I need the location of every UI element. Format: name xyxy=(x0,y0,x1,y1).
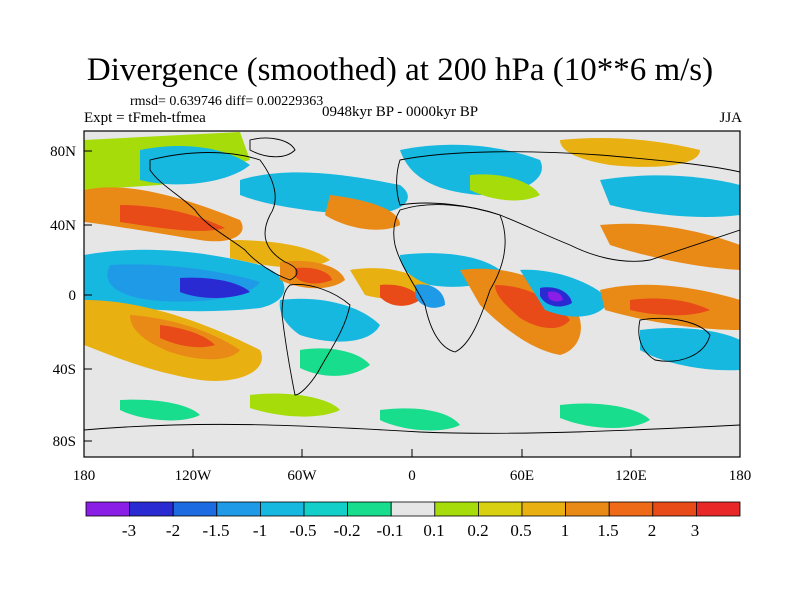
colorbar-label: -2 xyxy=(166,521,180,540)
field-region xyxy=(560,138,700,167)
lat-label: 80S xyxy=(53,434,76,450)
colorbar: -3 -2 -1.5 -1 -0.5 -0.2 -0.1 0.1 0.2 0.5… xyxy=(85,501,741,540)
colorbar-swatch xyxy=(390,501,436,517)
colorbar-labels: -3 -2 -1.5 -1 -0.5 -0.2 -0.1 0.1 0.2 0.5… xyxy=(122,521,699,540)
longitude-axis: 180 120W 60W 0 60E 120E 180 xyxy=(73,449,752,484)
field-region xyxy=(630,298,710,316)
north-america-coastline xyxy=(149,152,298,281)
colorbar-label: -1.5 xyxy=(203,521,230,540)
field-region xyxy=(640,328,740,371)
colorbar-label: 1 xyxy=(561,521,570,540)
field-region xyxy=(180,277,250,298)
field-region xyxy=(295,267,332,284)
field-region xyxy=(325,195,400,230)
greenland-coastline xyxy=(249,137,296,158)
field-region xyxy=(140,145,250,185)
colorbar-swatch xyxy=(565,501,610,517)
colorbar-label: 0.2 xyxy=(467,521,488,540)
field-region xyxy=(230,240,330,268)
colorbar-swatch xyxy=(608,501,654,517)
lon-label: 60E xyxy=(510,468,534,484)
colorbar-label: 3 xyxy=(691,521,700,540)
field-region xyxy=(279,298,380,342)
field-region xyxy=(380,408,460,431)
lat-label: 0 xyxy=(69,288,77,304)
field-region xyxy=(250,393,340,417)
colorbar-label: -3 xyxy=(122,521,136,540)
period-label: 0948kyr BP - 0000kyr BP xyxy=(322,104,479,120)
south-america-coastline xyxy=(281,284,351,396)
colorbar-label: -0.2 xyxy=(334,521,361,540)
lon-label: 0 xyxy=(408,468,416,484)
colorbar-swatch xyxy=(347,501,392,517)
coastlines xyxy=(84,137,740,434)
colorbar-label: -0.1 xyxy=(377,521,404,540)
field-region xyxy=(495,285,570,329)
lon-label: 120E xyxy=(615,468,647,484)
field-region xyxy=(548,291,563,302)
colorbar-swatch xyxy=(477,501,523,517)
colorbar-label: 0.5 xyxy=(510,521,531,540)
field-region xyxy=(120,399,200,421)
colorbar-label: 1.5 xyxy=(597,521,618,540)
lat-label: 40S xyxy=(53,362,76,378)
colorbar-swatch xyxy=(696,501,741,517)
colorbar-swatch xyxy=(652,501,697,517)
field-region xyxy=(415,284,445,308)
field-region xyxy=(160,325,215,348)
colorbar-swatch xyxy=(172,501,218,517)
lon-label: 180 xyxy=(73,468,96,484)
field-region xyxy=(300,348,370,376)
lat-label: 80N xyxy=(50,144,76,160)
field-region xyxy=(560,403,650,429)
colorbar-swatch xyxy=(521,501,566,517)
colorbar-swatch xyxy=(434,501,479,517)
field-region xyxy=(470,174,540,201)
field-region xyxy=(120,205,225,231)
colorbar-swatch xyxy=(85,501,130,517)
map-title: Divergence (smoothed) at 200 hPa (10**6 … xyxy=(86,52,714,88)
latitude-axis: 80N 40N 0 40S 80S xyxy=(50,144,92,450)
eurasia-coastline xyxy=(396,151,740,262)
lat-label: 40N xyxy=(50,218,76,234)
lon-label: 180 xyxy=(729,468,752,484)
colorbar-swatch xyxy=(259,501,305,517)
colorbar-swatch xyxy=(216,501,261,517)
colorbar-label: -1 xyxy=(253,521,267,540)
colorbar-label: -0.5 xyxy=(290,521,317,540)
antarctica-coastline xyxy=(84,423,740,434)
experiment-label: Expt = tFmeh-tfmea xyxy=(84,110,206,126)
field-region xyxy=(380,284,420,306)
australia-coastline xyxy=(638,317,711,362)
colorbar-swatch xyxy=(303,501,348,517)
lon-label: 60W xyxy=(287,468,317,484)
colorbar-label: 2 xyxy=(648,521,657,540)
field-region xyxy=(600,175,740,217)
season-label: JJA xyxy=(719,110,742,126)
divergence-field xyxy=(84,132,740,431)
colorbar-swatches xyxy=(85,501,741,517)
colorbar-label: 0.1 xyxy=(423,521,444,540)
rmsd-stats: rmsd= 0.639746 diff= 0.00229363 xyxy=(130,94,324,109)
colorbar-swatch xyxy=(129,501,174,517)
field-region xyxy=(600,223,740,270)
lon-label: 120W xyxy=(175,468,213,484)
